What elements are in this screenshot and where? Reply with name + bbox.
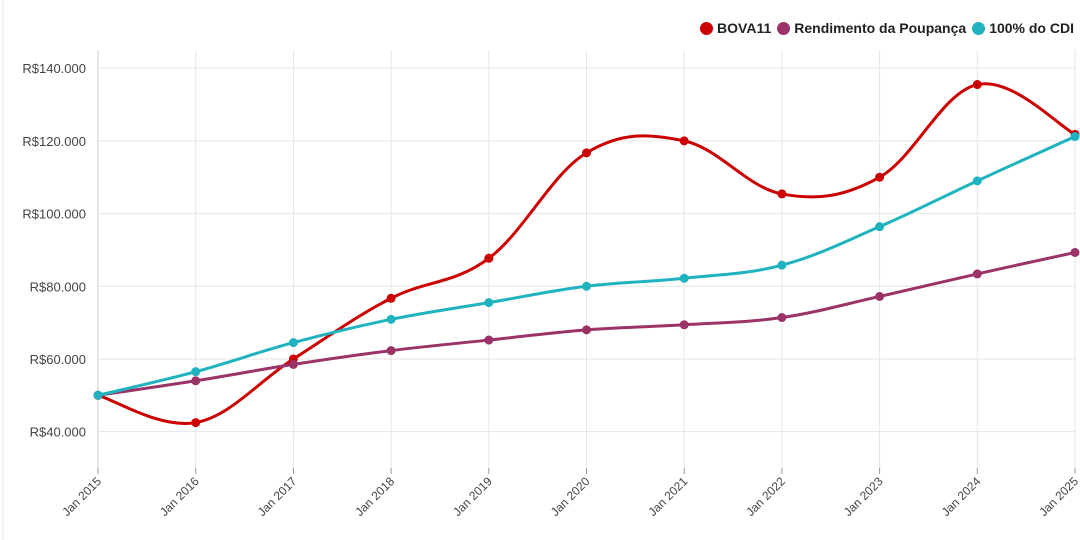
legend-label-cdi: 100% do CDI [989,20,1074,36]
y-tick-label: R$80.000 [30,279,86,294]
data-point-poupanca [484,335,494,345]
y-tick-label: R$60.000 [30,352,86,367]
data-point-bova11 [679,136,689,146]
x-tick-label: Jan 2022 [743,474,788,519]
y-tick-label: R$140.000 [22,61,86,76]
data-point-cdi [484,298,494,308]
y-tick-label: R$120.000 [22,134,86,149]
data-point-bova11 [875,172,885,182]
data-point-poupanca [875,291,885,301]
x-tick-label: Jan 2025 [1036,474,1080,519]
x-tick-label: Jan 2019 [450,474,495,519]
data-point-poupanca [777,313,787,323]
data-point-poupanca [679,320,689,330]
data-point-cdi [386,314,396,324]
x-tick-label: Jan 2023 [841,474,886,519]
legend-swatch-cdi [972,21,986,35]
data-point-poupanca [972,269,982,279]
legend-swatch-bova11 [700,21,714,35]
legend-label-poupanca: Rendimento da Poupança [794,20,967,36]
data-point-bova11 [777,189,787,199]
data-point-bova11 [191,418,201,428]
series-line-poupanca [97,250,1076,397]
legend-item-poupanca[interactable]: Rendimento da Poupança [777,20,966,36]
x-tick-label: Jan 2017 [255,474,300,519]
data-point-bova11 [484,253,494,263]
data-point-poupanca [386,346,396,356]
data-point-poupanca [1070,247,1080,257]
legend-label-bova11: BOVA11 [717,20,772,36]
legend-item-cdi[interactable]: 100% do CDI [972,20,1074,36]
legend-item-bova11[interactable]: BOVA11 [700,20,771,36]
legend-swatch-poupanca [777,21,791,35]
data-point-bova11 [386,293,396,303]
data-point-poupanca [582,325,591,335]
x-tick-label: Jan 2020 [548,474,593,519]
data-point-cdi [679,273,689,283]
y-tick-label: R$40.000 [30,425,86,440]
y-tick-label: R$100.000 [22,207,86,222]
data-point-cdi [93,390,103,400]
data-point-bova11 [972,80,982,90]
x-tick-label: Jan 2021 [645,474,690,519]
data-point-poupanca [191,376,201,386]
data-point-cdi [191,367,201,377]
data-point-cdi [972,176,982,186]
data-point-cdi [875,222,885,232]
x-tick-label: Jan 2024 [939,474,984,519]
x-tick-label: Jan 2015 [59,474,104,519]
data-point-cdi [288,338,298,348]
x-tick-label: Jan 2016 [157,474,202,519]
x-tick-label: Jan 2018 [352,474,397,519]
data-point-cdi [777,260,787,270]
chart-legend: BOVA11 Rendimento da Poupança 100% do CD… [700,20,1074,36]
data-point-cdi [1070,132,1080,142]
data-point-bova11 [582,148,591,158]
data-point-cdi [582,281,591,291]
data-point-poupanca [288,359,298,369]
